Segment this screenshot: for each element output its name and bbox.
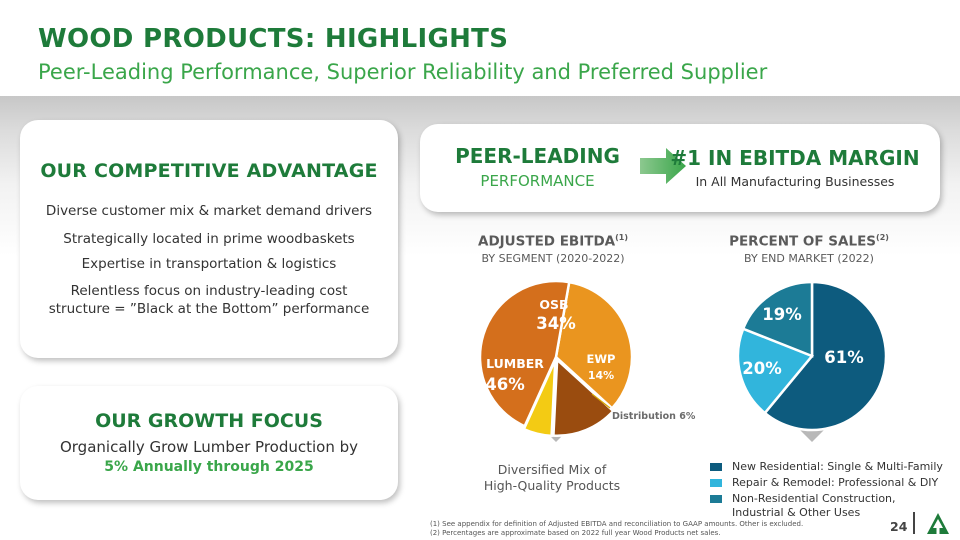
slice-label-non-residential: 19% [762, 305, 802, 324]
chart-pointer [800, 430, 824, 442]
legend-label: Repair & Remodel: Professional & DIY [732, 476, 939, 489]
legend-label: New Residential: Single & Multi-Family [732, 460, 943, 473]
caption-line: High-Quality Products [483, 478, 621, 493]
sales-chart-legend: New Residential: Single & Multi-Family R… [710, 460, 950, 521]
slice-name-osb: OSB [539, 297, 568, 312]
pie-slice-ewp [552, 357, 616, 437]
pie-slice-osb [554, 280, 634, 411]
advantage-item: Strategically located in prime woodbaske… [63, 231, 355, 247]
ebitda-chart-caption: Diversified Mix of High-Quality Products [462, 462, 642, 494]
pie-slice-distribution [522, 359, 557, 438]
distribution-leader-line [591, 393, 611, 409]
ebitda-chart-heading: ADJUSTED EBITDA(1) BY SEGMENT (2020-2022… [450, 233, 656, 265]
growth-focus-text: Organically Grow Lumber Production by [59, 438, 359, 456]
legend-swatch [710, 463, 722, 471]
peer-leading-subtitle: PERFORMANCE [480, 172, 595, 190]
peer-leading-card: PEER-LEADING PERFORMANCE #1 IN EBITDA MA… [420, 124, 940, 212]
ebitda-pie-chart: OSB 34% EWP 14% LUMBER 46% Distribution … [478, 279, 696, 442]
legend-swatch [710, 495, 722, 503]
sales-pie-chart: 19% 20% 61% [736, 280, 888, 442]
slice-label-lumber: 46% [485, 375, 525, 394]
arrow-right-icon [640, 148, 686, 184]
slice-label-distribution: Distribution 6% [612, 411, 696, 422]
page-title: WOOD PRODUCTS: HIGHLIGHTS [38, 24, 509, 54]
growth-focus-target: 5% Annually through 2025 [104, 459, 314, 475]
peer-leading-title: PEER-LEADING [455, 144, 620, 168]
page-number: 24 [890, 519, 908, 534]
slice-label-repair-remodel: 20% [742, 359, 782, 378]
advantage-item: structure = ”Black at the Bottom” perfor… [48, 301, 370, 317]
advantage-item: Diverse customer mix & market demand dri… [45, 203, 373, 219]
footnote: (1) See appendix for definition of Adjus… [430, 520, 804, 528]
chart-title: ADJUSTED EBITDA [478, 233, 616, 250]
competitive-advantage-card: OUR COMPETITIVE ADVANTAGE Diverse custom… [20, 120, 398, 358]
legend-label: Non-Residential Construction, Industrial… [732, 492, 896, 520]
footnote: (2) Percentages are approximate based on… [430, 529, 721, 537]
legend-swatch [710, 479, 722, 487]
legend-item: Repair & Remodel: Professional & DIY [710, 476, 950, 491]
pie-slice-new-residential-single-multi-family [763, 280, 888, 432]
chart-subtitle: BY END MARKET (2022) [744, 251, 874, 265]
slice-label-osb: 34% [536, 314, 576, 333]
footnote-marker: (1) [615, 233, 628, 242]
footnote-marker: (2) [876, 233, 889, 242]
slice-label-new-residential: 61% [824, 348, 864, 367]
ebitda-margin-subtitle: In All Manufacturing Businesses [695, 174, 895, 189]
legend-item: New Residential: Single & Multi-Family [710, 460, 950, 475]
advantage-item: Expertise in transportation & logistics [81, 256, 337, 272]
tree-logo-icon [927, 513, 949, 534]
competitive-advantage-title: OUR COMPETITIVE ADVANTAGE [40, 160, 378, 182]
legend-item: Non-Residential Construction, Industrial… [710, 492, 950, 520]
chart-title: PERCENT OF SALES [729, 233, 877, 250]
chart-subtitle: BY SEGMENT (2020-2022) [481, 251, 625, 265]
page-divider [913, 512, 915, 534]
pie-slice-lumber [478, 279, 571, 428]
slice-name-lumber: LUMBER [486, 356, 544, 371]
legend-label-line: Non-Residential Construction, [732, 492, 896, 505]
slice-name-ewp: EWP [587, 352, 616, 366]
sales-chart-heading: PERCENT OF SALES(2) BY END MARKET (2022) [706, 233, 912, 265]
pie-slice-non-residential-construction-industrial-other-uses [741, 280, 814, 358]
page-subtitle: Peer-Leading Performance, Superior Relia… [38, 60, 768, 84]
header: WOOD PRODUCTS: HIGHLIGHTS Peer-Leading P… [0, 0, 960, 96]
legend-label-line: Industrial & Other Uses [732, 506, 861, 519]
advantage-item: Relentless focus on industry-leading cos… [70, 283, 348, 299]
ebitda-margin-title: #1 IN EBITDA MARGIN [670, 146, 920, 170]
slice-label-ewp: 14% [588, 369, 614, 382]
growth-focus-card: OUR GROWTH FOCUS Organically Grow Lumber… [20, 386, 398, 500]
caption-line: Diversified Mix of [497, 462, 607, 477]
growth-focus-title: OUR GROWTH FOCUS [95, 410, 323, 432]
